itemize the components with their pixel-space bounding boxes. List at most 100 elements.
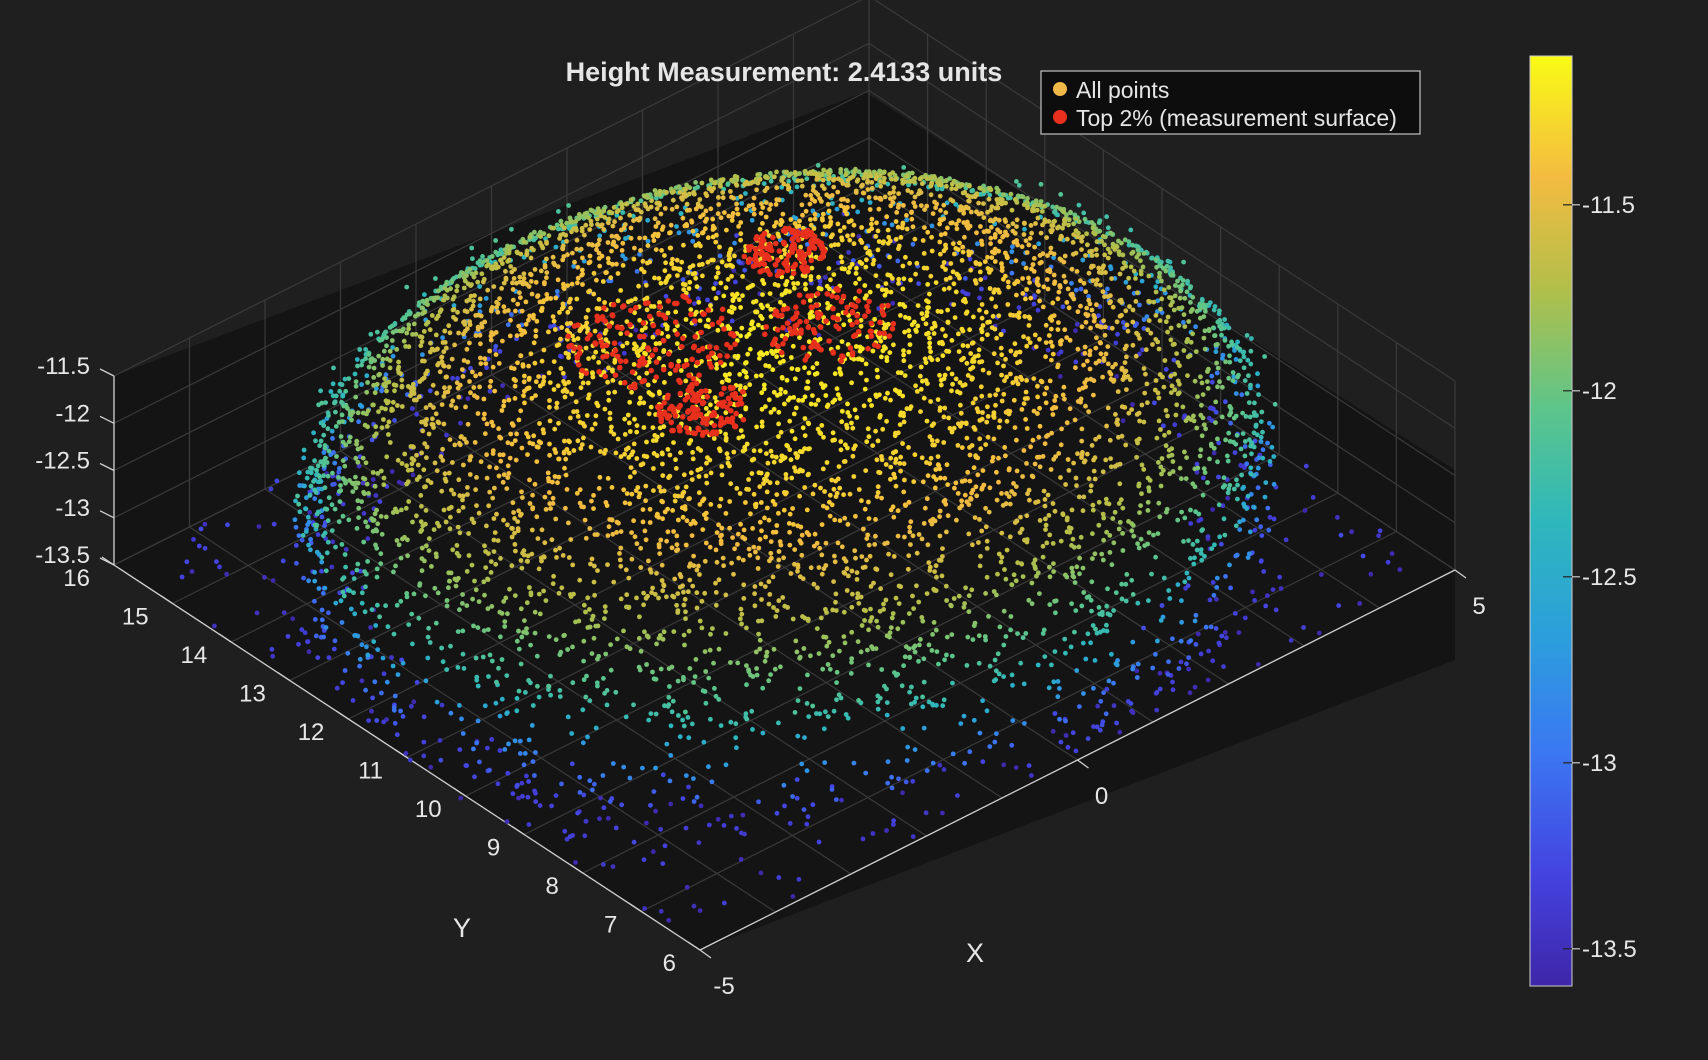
data-point [941,414,947,420]
data-point [616,520,621,526]
data-point [467,472,473,477]
data-point [493,700,499,706]
data-point [935,186,940,192]
data-point [792,436,798,442]
data-point [739,611,745,617]
data-point [789,366,795,371]
data-point [951,302,957,307]
data-point [884,540,890,546]
data-point [457,382,463,388]
data-point [1014,179,1019,184]
data-point [777,391,783,397]
data-point [864,536,870,541]
data-point [890,504,896,510]
data-point [687,191,692,197]
data-point [820,231,826,237]
data-point [1051,272,1057,278]
data-point [575,275,581,281]
data-point [366,491,371,496]
data-point [568,537,574,542]
data-point [705,235,711,241]
data-point [503,595,509,601]
data-point [418,519,424,525]
data-point [592,328,598,334]
data-point [324,506,330,512]
data-point [847,413,852,419]
data-point [212,623,217,629]
data-point [714,530,720,535]
data-point [464,440,469,445]
data-point [555,226,561,232]
data-point [582,423,587,429]
data-point [820,666,826,672]
data-point [547,441,552,447]
data-point [942,231,948,237]
data-point [876,263,882,269]
data-point [723,431,728,437]
data-point [1044,277,1050,282]
data-point [434,554,439,560]
data-point [833,608,839,613]
data-point [471,746,476,752]
data-point [437,738,443,743]
data-point [754,672,760,678]
data-point [750,674,756,679]
data-point [717,244,722,250]
data-point [326,495,332,501]
data-point [849,261,855,267]
data-point [546,370,552,376]
data-point [702,226,708,232]
data-point [608,275,614,281]
data-point [799,202,805,208]
data-point [506,250,512,256]
data-point [619,205,625,211]
data-point [431,405,436,410]
data-point [719,177,725,183]
data-point [757,646,763,652]
data-point [810,802,816,808]
data-point [566,355,571,360]
data-point [306,519,312,525]
data-point [629,298,634,303]
data-point [498,634,503,640]
data-point [811,581,817,587]
data-point [438,757,444,763]
data-point [875,247,881,253]
data-point [760,292,765,297]
data-point [534,653,540,659]
data-point [981,188,987,194]
data-point [307,493,313,498]
data-point [929,438,935,443]
data-point [650,669,655,675]
data-point [1126,242,1132,248]
data-point [614,636,620,642]
data-point [905,188,911,193]
data-point [447,437,453,442]
data-point [466,297,472,303]
data-point [330,482,335,487]
data-point [648,802,653,808]
data-point [692,301,697,306]
data-point [461,285,467,291]
data-point [610,531,616,537]
data-point [808,565,814,571]
data-point [723,437,729,443]
data-point [535,294,540,299]
data-point [669,545,675,551]
data-point [740,557,746,563]
data-point [359,445,364,451]
data-point [546,634,552,639]
data-point [1016,182,1022,188]
data-point [447,330,453,336]
data-point [589,556,595,562]
data-point [784,377,790,383]
data-point [750,202,756,208]
data-point [792,547,798,552]
data-point [450,296,456,302]
data-point [727,525,732,531]
data-point [458,420,463,426]
data-point [622,416,628,422]
data-point [906,499,912,505]
data-point [1062,217,1067,223]
data-point [881,179,887,185]
